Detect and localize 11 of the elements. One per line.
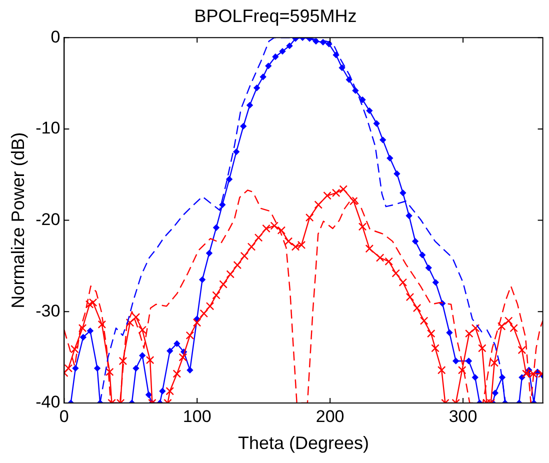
x-axis-title: Theta (Degrees)	[238, 433, 370, 454]
x-tick-label: 300	[448, 406, 478, 426]
y-tick-label: 0	[50, 27, 60, 46]
x-tick-label: 200	[316, 406, 344, 426]
x-tick-label: 100	[182, 406, 212, 426]
chart-title: BPOLFreq=595MHz	[194, 6, 357, 26]
y-tick-label: -20	[36, 210, 60, 229]
y-axis-title: Normalize Power (dB)	[8, 132, 28, 308]
y-tick-label: -10	[36, 118, 60, 138]
y-tick-label: -40	[36, 392, 60, 412]
y-tick-label: -30	[36, 301, 60, 320]
